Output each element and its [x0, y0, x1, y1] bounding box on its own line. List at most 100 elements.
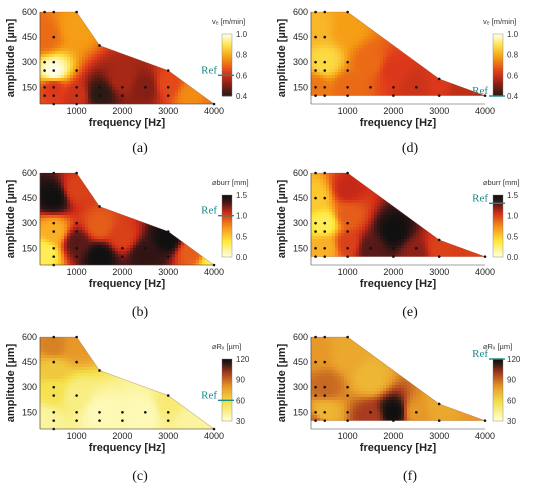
- heatmap-cell: [103, 239, 107, 243]
- heatmap-cell: [127, 33, 131, 37]
- heatmap-cell: [208, 48, 212, 52]
- heatmap-cell: [70, 209, 74, 213]
- heatmap-cell: [85, 36, 89, 40]
- heatmap-cell: [118, 173, 122, 177]
- heatmap-cell: [160, 87, 164, 91]
- heatmap-cell: [169, 96, 173, 100]
- heatmap-cell: [94, 236, 98, 240]
- heatmap-cell: [211, 361, 214, 365]
- heatmap-cell: [91, 376, 95, 380]
- heatmap-cell: [52, 15, 56, 19]
- heatmap-cell: [88, 388, 92, 392]
- heatmap-cell: [82, 99, 86, 103]
- heatmap-cell: [124, 90, 128, 94]
- heatmap-cell: [88, 48, 92, 52]
- heatmap-cell: [187, 24, 191, 28]
- heatmap-cell: [160, 251, 164, 255]
- heatmap-cell: [55, 340, 59, 344]
- heatmap-cell: [142, 346, 146, 350]
- heatmap-cell: [100, 176, 104, 180]
- heatmap-cell: [157, 96, 161, 100]
- heatmap-cell: [175, 367, 179, 371]
- heatmap-cell: [154, 367, 158, 371]
- heatmap-cell: [52, 376, 56, 380]
- heatmap-cell: [172, 206, 176, 210]
- heatmap-cell: [211, 221, 214, 225]
- heatmap-cell: [46, 394, 50, 398]
- heatmap-cell: [151, 96, 155, 100]
- heatmap-cell: [85, 340, 89, 344]
- heatmap-cell: [163, 340, 167, 344]
- heatmap-cell: [148, 179, 152, 183]
- heatmap-cell: [85, 191, 89, 195]
- heatmap-cell: [85, 93, 89, 97]
- heatmap-cell: [175, 385, 179, 389]
- heatmap-cell: [67, 54, 71, 58]
- x-tick-label: 3000: [158, 267, 178, 277]
- heatmap-cell: [55, 242, 59, 246]
- heatmap-cell: [130, 15, 134, 19]
- colorbar-title: ⌀burr [mm]: [212, 178, 249, 187]
- heatmap-cell: [94, 263, 98, 265]
- heatmap-cell: [208, 191, 212, 195]
- heatmap-cell: [52, 337, 56, 341]
- heatmap-cell: [157, 30, 161, 34]
- heatmap-cell: [154, 352, 158, 356]
- heatmap-cell: [136, 87, 140, 91]
- heatmap-cell: [124, 373, 128, 377]
- heatmap-cell: [82, 385, 86, 389]
- heatmap-cell: [196, 257, 200, 261]
- heatmap-cell: [124, 27, 128, 31]
- heatmap-cell: [82, 176, 86, 180]
- heatmap-cell: [52, 248, 56, 252]
- heatmap-cell: [139, 24, 143, 28]
- heatmap-cell: [205, 12, 209, 16]
- colorbar-swatch: [222, 41, 232, 44]
- heatmap-cell: [73, 66, 77, 70]
- heatmap-cell: [109, 191, 113, 195]
- heatmap-cell: [97, 361, 101, 365]
- heatmap-cell: [184, 352, 188, 356]
- heatmap-cell: [64, 69, 68, 73]
- heatmap-cell: [103, 382, 107, 386]
- heatmap-cell: [49, 173, 53, 177]
- heatmap-cell: [115, 21, 119, 25]
- heatmap-cell: [109, 27, 113, 31]
- heatmap-cell: [73, 245, 77, 249]
- heatmap-cell: [115, 224, 119, 228]
- heatmap-cell: [160, 206, 164, 210]
- heatmap-cell: [97, 349, 101, 353]
- heatmap-cell: [196, 245, 200, 249]
- heatmap-cell: [154, 212, 158, 216]
- heatmap-cell: [205, 379, 209, 383]
- heatmap-cell: [94, 93, 98, 97]
- heatmap-cell: [148, 21, 152, 25]
- heatmap-cell: [82, 81, 86, 85]
- heatmap-cell: [190, 370, 194, 374]
- heatmap-cell: [106, 188, 110, 192]
- heatmap-cell: [61, 39, 65, 43]
- heatmap-cell: [160, 191, 164, 195]
- heatmap-cell: [208, 361, 212, 365]
- heatmap-cell: [115, 18, 119, 22]
- heatmap-cell: [130, 227, 134, 231]
- heatmap-cell: [154, 57, 158, 61]
- heatmap-cell: [196, 391, 200, 395]
- heatmap-cell: [175, 218, 179, 222]
- heatmap-cell: [40, 340, 44, 344]
- heatmap-cell: [169, 218, 173, 222]
- heatmap-cell: [130, 388, 134, 392]
- heatmap-cell: [166, 54, 170, 58]
- heatmap-cell: [139, 233, 143, 237]
- heatmap-cell: [55, 75, 59, 79]
- heatmap-cell: [58, 397, 62, 401]
- heatmap-cell: [136, 191, 140, 195]
- heatmap-cell: [94, 30, 98, 34]
- heatmap-cell: [61, 254, 65, 258]
- heatmap-cell: [76, 188, 80, 192]
- heatmap-cell: [136, 257, 140, 261]
- heatmap-cell: [133, 346, 137, 350]
- heatmap-cell: [61, 373, 65, 377]
- heatmap-cell: [79, 200, 83, 204]
- heatmap-cell: [118, 182, 122, 186]
